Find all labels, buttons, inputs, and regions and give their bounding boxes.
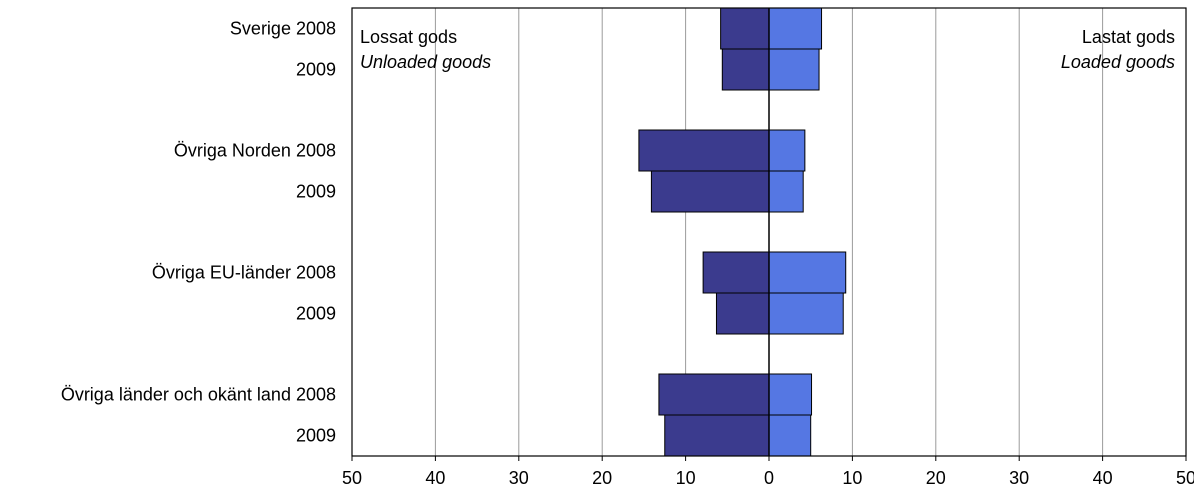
bar-loaded	[768, 48, 820, 91]
x-tick-label: 40	[425, 468, 445, 488]
bar-loaded	[768, 373, 813, 416]
bars	[638, 7, 847, 457]
bar-loaded	[768, 170, 804, 213]
bar-unloaded	[702, 251, 770, 294]
bar-unloaded	[721, 48, 770, 91]
bar-loaded	[768, 292, 844, 335]
x-tick-label: 50	[1176, 468, 1194, 488]
left-annotation-title: Lossat gods	[360, 27, 457, 47]
bar-loaded	[768, 129, 806, 172]
bar-loaded	[768, 7, 823, 50]
x-tick-label: 20	[592, 468, 612, 488]
x-tick-labels: 50 40 30 20 10 0 10 20 30 40 50	[342, 456, 1194, 488]
x-tick-label: 0	[764, 468, 774, 488]
row-label: Sverige 2008	[230, 19, 336, 39]
row-label: Övriga länder och okänt land 2008	[61, 385, 336, 405]
row-labels: Sverige 2008 2009 Övriga Norden 2008 2009 Öv…	[61, 19, 336, 446]
x-tick-label: 20	[926, 468, 946, 488]
bar-loaded	[768, 414, 812, 457]
gridlines	[434, 8, 1104, 456]
bar-unloaded	[658, 373, 770, 416]
x-tick-label: 10	[842, 468, 862, 488]
right-annotation-title: Lastat gods	[1082, 27, 1175, 47]
row-label: 2009	[296, 304, 336, 324]
row-label: 2009	[296, 60, 336, 80]
x-tick-label: 30	[1009, 468, 1029, 488]
bar-unloaded	[720, 7, 770, 50]
right-annotation-subtitle: Loaded goods	[1061, 52, 1175, 72]
bar-loaded	[768, 251, 847, 294]
row-label: 2009	[296, 426, 336, 446]
row-label: 2009	[296, 182, 336, 202]
bar-unloaded	[650, 170, 770, 213]
bar-unloaded	[638, 129, 770, 172]
row-label: Övriga EU-länder 2008	[152, 263, 336, 283]
bar-unloaded	[715, 292, 770, 335]
x-tick-label: 50	[342, 468, 362, 488]
bar-unloaded	[664, 414, 770, 457]
x-tick-label: 30	[509, 468, 529, 488]
x-tick-label: 40	[1093, 468, 1113, 488]
row-label: Övriga Norden 2008	[174, 141, 336, 161]
x-tick-label: 10	[676, 468, 696, 488]
left-annotation-subtitle: Unloaded goods	[360, 52, 491, 72]
